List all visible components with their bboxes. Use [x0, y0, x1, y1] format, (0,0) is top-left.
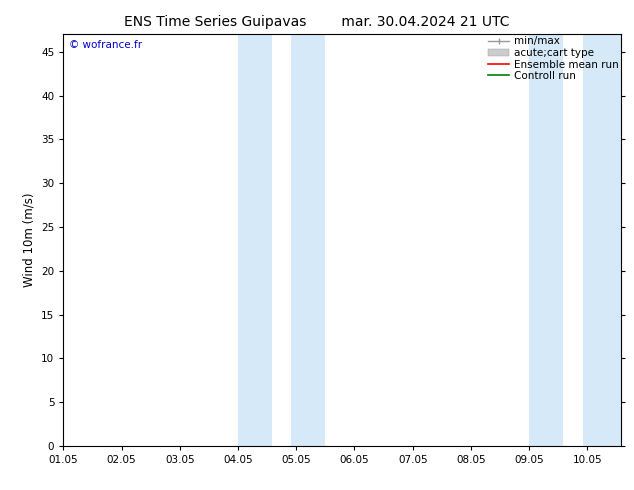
Bar: [583, 34, 621, 446]
Text: ENS Time Series Guipavas        mar. 30.04.2024 21 UTC: ENS Time Series Guipavas mar. 30.04.2024…: [124, 15, 510, 29]
Y-axis label: Wind 10m (m/s): Wind 10m (m/s): [23, 193, 36, 287]
Bar: [292, 34, 325, 446]
Text: © wofrance.fr: © wofrance.fr: [69, 41, 142, 50]
Bar: [238, 34, 272, 446]
Bar: [529, 34, 563, 446]
Legend: min/max, acute;cart type, Ensemble mean run, Controll run: min/max, acute;cart type, Ensemble mean …: [488, 36, 619, 81]
